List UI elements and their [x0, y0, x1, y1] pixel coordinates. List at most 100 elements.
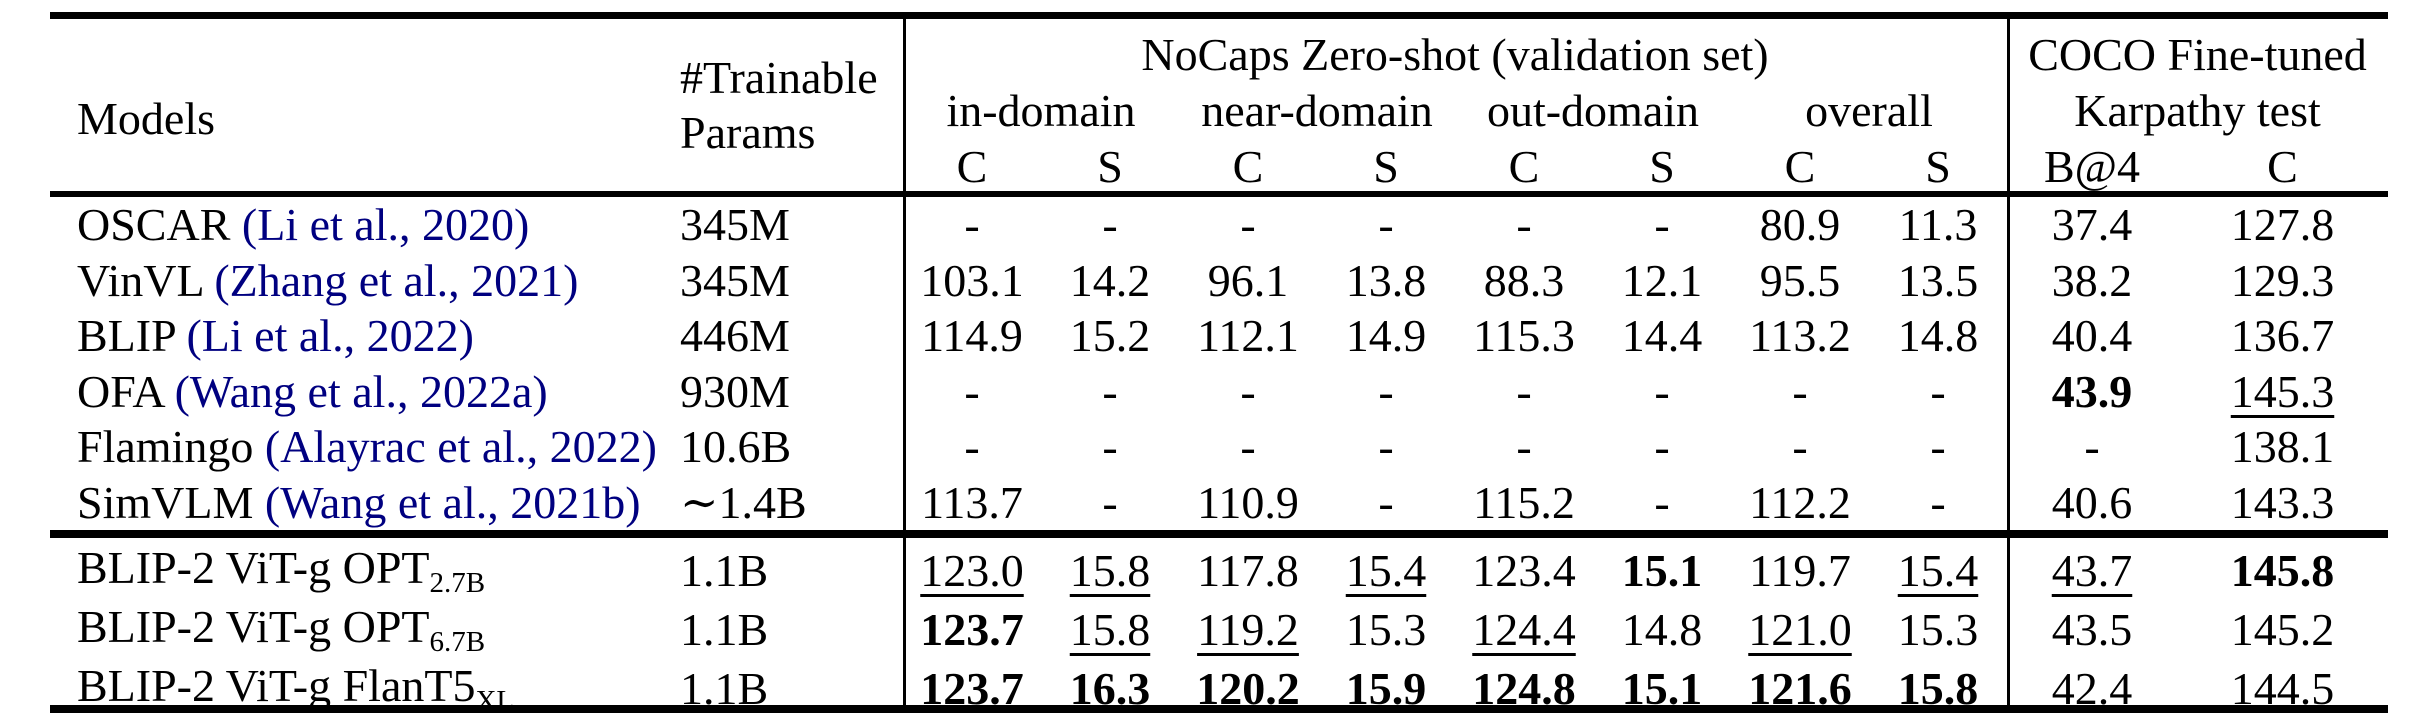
metric-value: 13.8	[1345, 254, 1427, 306]
metric-value: 127.8	[2230, 199, 2335, 251]
metric-value: 40.4	[2051, 310, 2133, 362]
metric-value: 15.4	[1345, 545, 1427, 596]
metric-value: -	[1240, 421, 1256, 473]
citation-link[interactable]: (Wang et al., 2021b)	[253, 476, 641, 528]
metric-value: 80.9	[1759, 199, 1841, 251]
metric-header-spice: S	[1373, 141, 1399, 192]
citation-link[interactable]: (Wang et al., 2022a)	[163, 365, 548, 417]
subgroup-near-domain: near-domain	[1201, 85, 1433, 136]
metric-value: 40.6	[2051, 476, 2133, 528]
table-rule-section	[50, 530, 2388, 538]
table-row: BLIP-2 ViT-g OPT6.7B 1.1B 123.7 15.8 119.2 15…	[45, 600, 2388, 659]
metric-value: -	[1654, 476, 1670, 528]
trainable-params-value: 1.1B	[680, 604, 769, 655]
group-header-coco-line2: Karpathy test	[2074, 85, 2321, 136]
group-header-coco-line1: COCO Fine-tuned	[2028, 29, 2367, 80]
metric-value: -	[964, 199, 980, 251]
metric-value: 37.4	[2051, 199, 2133, 251]
metric-value: -	[1240, 199, 1256, 251]
citation-link[interactable]: (Alayrac et al., 2022)	[253, 421, 657, 473]
table-rule-top	[50, 12, 2388, 19]
metric-value: -	[1930, 421, 1946, 473]
trainable-params-value: 930M	[680, 365, 790, 417]
metric-value: 15.8	[1897, 663, 1979, 714]
model-name: OFA	[77, 365, 164, 417]
metric-value: 88.3	[1483, 254, 1565, 306]
subgroup-out-domain: out-domain	[1486, 85, 1700, 136]
metric-value: -	[1792, 365, 1808, 417]
metric-value: 95.5	[1759, 254, 1841, 306]
metric-value: 123.0	[920, 545, 1024, 596]
model-name: BLIP	[77, 310, 175, 362]
metric-value: -	[1240, 365, 1256, 417]
metric-value: 15.3	[1345, 604, 1427, 655]
metric-value: -	[1378, 365, 1394, 417]
metric-value: 144.5	[2230, 663, 2335, 714]
metric-value: 121.6	[1748, 663, 1852, 714]
metric-value: -	[1516, 199, 1532, 251]
metric-value: 113.7	[921, 476, 1023, 528]
metric-header-row: C S C S C S C S	[903, 140, 2007, 193]
metric-header-cider: C	[2267, 141, 2298, 192]
metric-value: 43.5	[2051, 604, 2133, 655]
citation-link[interactable]: (Li et al., 2022)	[174, 310, 474, 362]
column-divider-params	[903, 19, 906, 705]
metric-header-cider: C	[1232, 141, 1264, 192]
group-header-nocaps: NoCaps Zero-shot (validation set)	[1141, 29, 1769, 80]
model-size-subscript: XL	[475, 685, 515, 717]
metric-value: 114.9	[921, 310, 1023, 362]
metric-value: 145.2	[2230, 604, 2335, 655]
metric-value: 42.4	[2051, 663, 2133, 714]
metric-value: -	[964, 421, 980, 473]
trainable-params-value: 1.1B	[680, 663, 769, 714]
metric-header-cider: C	[1508, 141, 1540, 192]
model-size-subscript: 6.7B	[429, 626, 486, 658]
model-cell: VinVL (Zhang et al., 2021)	[45, 254, 650, 307]
citation-link[interactable]: (Li et al., 2020)	[230, 199, 530, 251]
metric-value: 14.2	[1069, 254, 1151, 306]
trainable-params-value: ∼1.4B	[680, 477, 807, 529]
metric-value: 124.8	[1472, 663, 1576, 714]
metric-value: 14.8	[1621, 604, 1703, 655]
trainable-params-value: 345M	[680, 254, 790, 306]
metric-value: -	[1654, 421, 1670, 473]
metric-value: -	[1378, 476, 1394, 528]
citation-link[interactable]: (Zhang et al., 2021)	[202, 254, 579, 306]
model-name: VinVL	[77, 254, 203, 306]
trainable-params-line1: #Trainable	[680, 52, 878, 103]
metric-value: 123.7	[920, 604, 1024, 655]
model-name: BLIP-2 ViT-g OPT	[77, 601, 430, 652]
metric-value: 138.1	[2230, 421, 2335, 473]
metric-value: -	[1930, 476, 1946, 528]
metric-value: 15.3	[1897, 604, 1979, 655]
metric-value: 145.3	[2230, 365, 2335, 417]
model-cell: BLIP-2 ViT-g OPT2.7B	[45, 541, 650, 600]
column-header-models: Models	[77, 93, 215, 144]
model-cell: BLIP-2 ViT-g OPT6.7B	[45, 600, 650, 659]
metric-value: -	[1654, 365, 1670, 417]
metric-value: 115.2	[1473, 476, 1575, 528]
table-row: VinVL (Zhang et al., 2021) 345M 103.1 14.2 9…	[45, 253, 2388, 309]
trainable-params-value: 10.6B	[680, 421, 792, 473]
metric-value: 43.7	[2051, 545, 2133, 596]
subgroup-overall: overall	[1805, 85, 1933, 136]
metric-value: 16.3	[1069, 663, 1151, 714]
metric-value: 124.4	[1472, 604, 1576, 655]
metric-value: -	[1516, 421, 1532, 473]
metric-value: 121.0	[1748, 604, 1852, 655]
metric-value: -	[964, 365, 980, 417]
metric-value: 119.2	[1197, 604, 1299, 655]
table-row: BLIP-2 ViT-g FlanT5XL 1.1B 123.7 16.3 120.2 1…	[45, 659, 2388, 718]
model-name: BLIP-2 ViT-g FlanT5	[77, 660, 476, 711]
model-cell: SimVLM (Wang et al., 2021b)	[45, 476, 650, 529]
model-cell: Flamingo (Alayrac et al., 2022)	[45, 420, 657, 473]
metric-value: 113.2	[1749, 310, 1851, 362]
trainable-params-value: 345M	[680, 199, 790, 251]
metric-value: -	[1792, 421, 1808, 473]
column-header-trainable-params: #Trainable Params	[680, 50, 878, 160]
metric-value: -	[1378, 421, 1394, 473]
trainable-params-line2: Params	[680, 107, 816, 158]
metric-header-cider: C	[1784, 141, 1816, 192]
metric-value: 15.1	[1621, 663, 1703, 714]
